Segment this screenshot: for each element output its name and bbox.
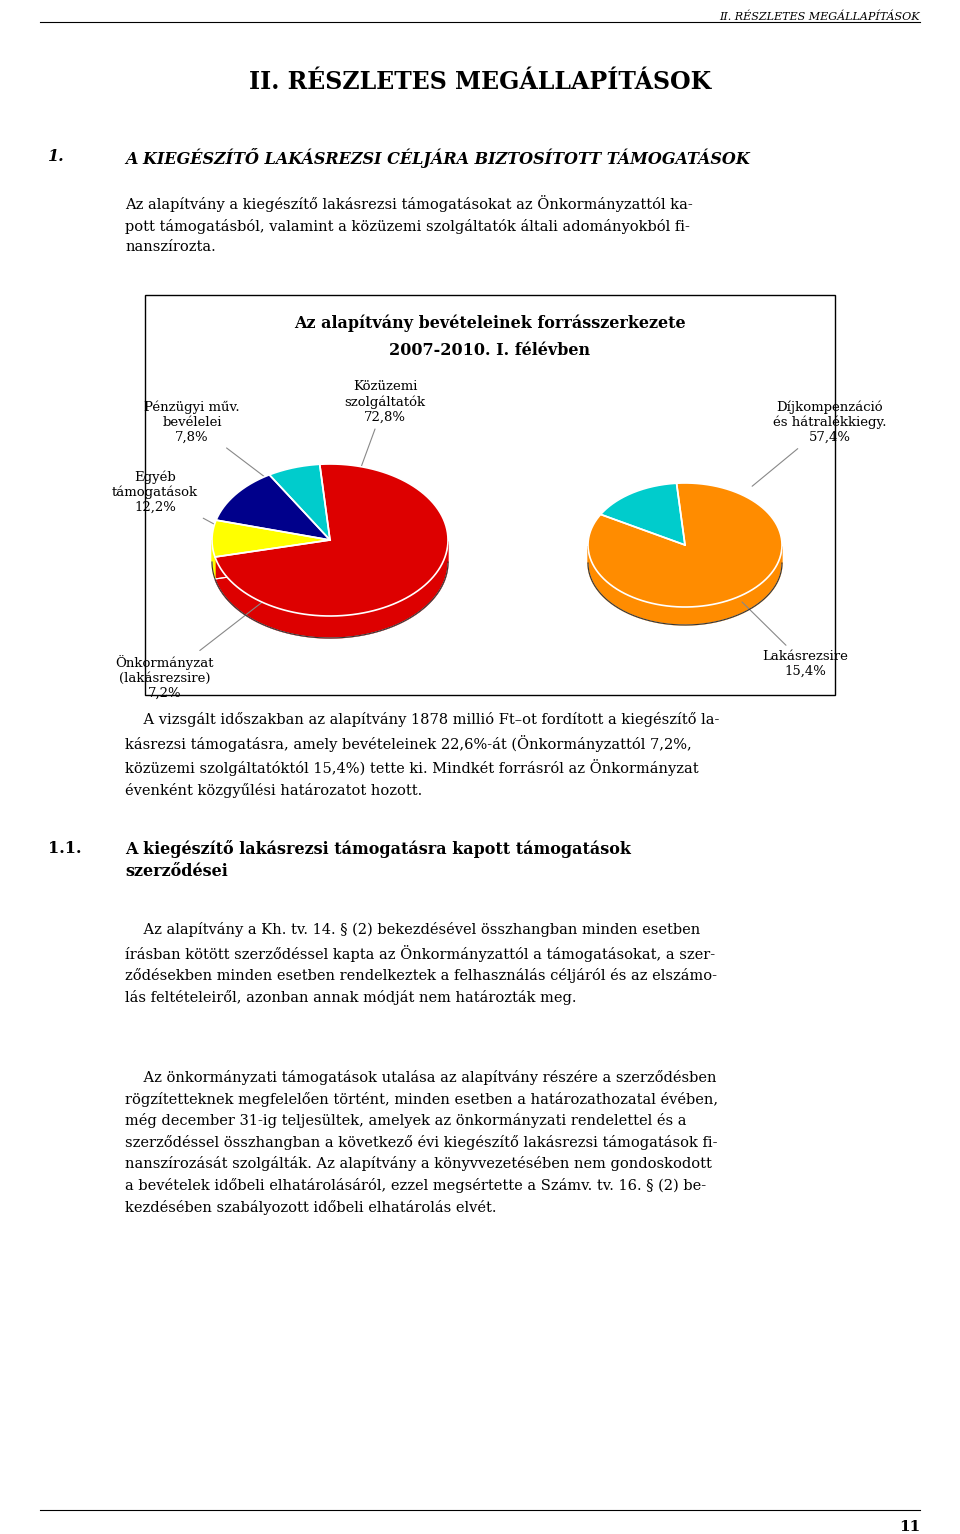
Polygon shape	[588, 546, 782, 624]
Bar	[145, 295, 835, 695]
Polygon shape	[588, 483, 782, 607]
Polygon shape	[212, 520, 330, 557]
Text: A KIEGÉSZÍTŐ LAKÁSREZSI CÉLJÁRA BIZTOSÍTOTT TÁMOGATÁSOK: A KIEGÉSZÍTŐ LAKÁSREZSI CÉLJÁRA BIZTOSÍT…	[125, 147, 750, 169]
Text: Közüzemi
szolgáltatók
72,8%: Közüzemi szolgáltatók 72,8%	[345, 380, 425, 468]
Polygon shape	[215, 542, 448, 638]
Polygon shape	[212, 540, 215, 578]
Polygon shape	[216, 476, 330, 540]
Polygon shape	[601, 483, 685, 545]
Polygon shape	[215, 463, 448, 617]
Polygon shape	[270, 465, 330, 540]
Text: Pénzügyi műv.
bevélelei
7,8%: Pénzügyi műv. bevélelei 7,8%	[144, 400, 279, 488]
Text: 1.1.: 1.1.	[48, 841, 82, 858]
Text: II. RÉSZLETES MEGÁLLAPÍTÁSOK: II. RÉSZLETES MEGÁLLAPÍTÁSOK	[719, 12, 920, 23]
Text: Az alapítvány a kiegészítő lakásrezsi támogatásokat az Önkormányzattól ka-
pott : Az alapítvány a kiegészítő lakásrezsi tá…	[125, 195, 693, 253]
Text: Az önkormányzati támogatások utalása az alapítvány részére a szerződésben
rögzít: Az önkormányzati támogatások utalása az …	[125, 1071, 718, 1215]
Text: 11: 11	[899, 1520, 920, 1534]
Text: 1.: 1.	[48, 147, 64, 166]
Text: Az alapítvány a Kh. tv. 14. § (2) bekezdésével összhangban minden esetben
írásba: Az alapítvány a Kh. tv. 14. § (2) bekezd…	[125, 922, 717, 1005]
Text: Lakásrezsire
15,4%: Lakásrezsire 15,4%	[742, 601, 848, 678]
Text: A vizsgált időszakban az alapítvány 1878 millió Ft–ot fordított a kiegészítő la-: A vizsgált időszakban az alapítvány 1878…	[125, 712, 719, 798]
Text: A kiegészítő lakásrezsi támogatásra kapott támogatások
szerződései: A kiegészítő lakásrezsi támogatásra kapo…	[125, 841, 631, 881]
Text: Az alapítvány bevételeinek forrásszerkezete: Az alapítvány bevételeinek forrásszerkez…	[294, 314, 685, 333]
Text: Egyéb
támogatások
12,2%: Egyéb támogatások 12,2%	[112, 469, 223, 529]
Text: II. RÉSZLETES MEGÁLLAPÍTÁSOK: II. RÉSZLETES MEGÁLLAPÍTÁSOK	[249, 71, 711, 94]
Text: Önkormányzat
(lakásrezsire)
7,2%: Önkormányzat (lakásrezsire) 7,2%	[116, 601, 263, 700]
Text: Díjkompenzáció
és hátralékkiegy.
57,4%: Díjkompenzáció és hátralékkiegy. 57,4%	[752, 400, 887, 486]
Text: 2007-2010. I. félévben: 2007-2010. I. félévben	[390, 342, 590, 359]
